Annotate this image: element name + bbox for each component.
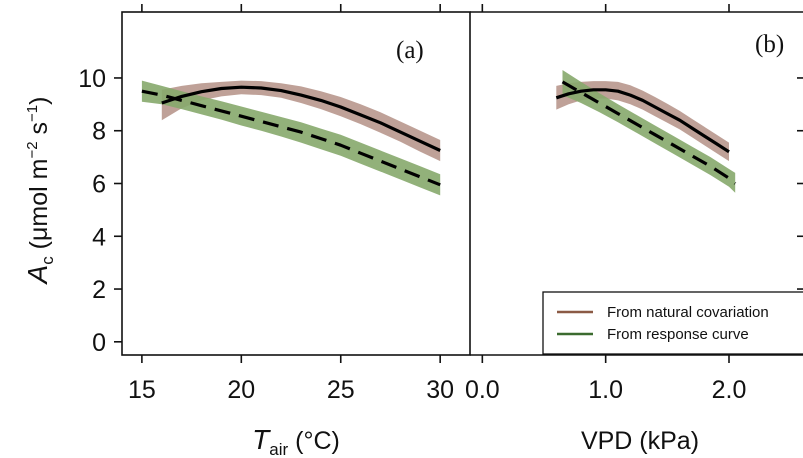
- y-tick-label: 0: [92, 329, 106, 357]
- y-axis-title-sub: c: [38, 256, 57, 265]
- y-tick-label: 8: [92, 118, 106, 146]
- x-tick-label: 0.0: [465, 376, 500, 404]
- panel-a-x-ticks: 15 20 25 30: [128, 4, 454, 404]
- line-from-response-curve: [561, 80, 737, 185]
- panel-a: 0 2 4 6 8 10 15 20 25 30 (a) Tair (°C): [78, 4, 471, 458]
- panel-b-y-ticks: [797, 77, 803, 343]
- y-axis-title-rest: (μmol m: [25, 159, 53, 257]
- y-axis-title-sup2: −1: [24, 105, 41, 122]
- y-axis-title: Ac (μmol m−2 s−1): [22, 97, 57, 286]
- y-tick-label: 6: [92, 171, 106, 199]
- legend-label-response: From response curve: [607, 326, 749, 343]
- panel-b: 0.0 1.0 2.0 (b) VPD (kPa) From natural cov…: [465, 4, 803, 455]
- panel-b-lines: [555, 80, 737, 185]
- line-from-natural-covariation: [161, 85, 441, 152]
- y-tick-label: 10: [78, 65, 106, 93]
- x-axis-title-main: T: [252, 424, 271, 455]
- legend: From natural covariation From response c…: [542, 291, 803, 355]
- x-tick-label: 2.0: [712, 376, 747, 404]
- x-tick-label: 30: [426, 376, 454, 404]
- y-axis-title-close: ): [25, 97, 53, 105]
- x-axis-title-rest: (°C): [288, 427, 340, 455]
- panel-b-label: (b): [755, 31, 784, 58]
- y-tick-label: 4: [92, 223, 106, 251]
- x-tick-label: 20: [227, 376, 255, 404]
- panel-b-x-axis-title: VPD (kPa): [581, 427, 699, 455]
- line-from-response-curve: [141, 89, 441, 187]
- panel-a-bands: [141, 80, 441, 196]
- panel-b-bands: [556, 70, 736, 193]
- line-from-natural-covariation: [555, 88, 730, 154]
- panel-a-frame: [121, 11, 471, 356]
- panel-a-lines: [141, 85, 441, 187]
- legend-label-natural: From natural covariation: [607, 304, 769, 321]
- y-tick-label: 2: [92, 276, 106, 304]
- panel-a-x-axis-title: Tair (°C): [252, 424, 340, 458]
- legend-box: [542, 291, 803, 355]
- x-axis-title-sub: air: [269, 440, 288, 458]
- x-tick-label: 25: [327, 376, 355, 404]
- y-axis-title-mid: s: [25, 122, 53, 141]
- band-from-response-curve: [562, 70, 736, 193]
- x-tick-label: 1.0: [588, 376, 623, 404]
- panel-a-y-ticks: 0 2 4 6 8 10: [78, 65, 122, 357]
- y-axis-title-main: A: [22, 265, 53, 286]
- panel-b-x-ticks: 0.0 1.0 2.0: [465, 4, 746, 404]
- y-axis-title-sup1: −2: [24, 141, 41, 158]
- panel-a-label: (a): [396, 37, 424, 64]
- x-tick-label: 15: [128, 376, 156, 404]
